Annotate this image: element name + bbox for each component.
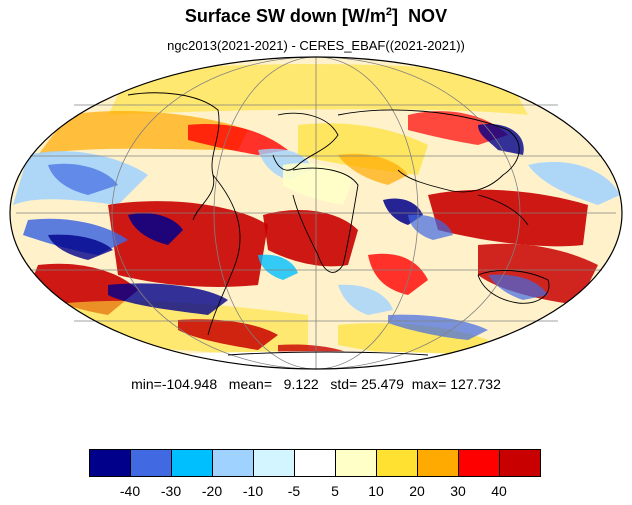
colorbar-swatch-2: [171, 449, 213, 477]
plot-subtitle: ngc2013(2021-2021) - CERES_EBAF((2021-20…: [167, 38, 465, 53]
colorbar-swatch-0: [89, 449, 131, 477]
title-month: NOV: [408, 6, 448, 26]
globe-outline: [9, 56, 623, 370]
colorbar-swatch-1: [130, 449, 172, 477]
colorbar-label: 10: [368, 483, 384, 499]
colorbar-label: -30: [160, 483, 182, 499]
title-bracket: ]: [392, 6, 399, 26]
colorbar-swatch-6: [335, 449, 377, 477]
colorbar: [89, 449, 541, 477]
max-value: 127.732: [450, 376, 501, 392]
mean-value: 9.122: [283, 376, 319, 392]
colorbar-swatch-3: [212, 449, 254, 477]
std-label: std=: [330, 376, 358, 392]
colorbar-labels: -40 -30 -20 -10 -5 5 10 20 30 40: [0, 483, 632, 503]
std-value: 25.479: [361, 376, 404, 392]
colorbar-label: -5: [287, 483, 301, 499]
statistics-line: min=-104.948 mean= 9.122 std= 25.479 max…: [0, 376, 632, 392]
colorbar-swatch-5: [294, 449, 336, 477]
colorbar-swatch-4: [253, 449, 295, 477]
colorbar-label: -20: [201, 483, 223, 499]
colorbar-label: 30: [450, 483, 466, 499]
colorbar-swatch-9: [458, 449, 500, 477]
colorbar-label: 40: [491, 483, 507, 499]
colorbar-swatch-10: [499, 449, 541, 477]
title-text: Surface SW down [W/m: [184, 6, 386, 26]
coastlines: [127, 92, 550, 356]
colorbar-swatch-8: [417, 449, 459, 477]
max-label: max=: [411, 376, 447, 392]
colorbar-label: 5: [331, 483, 339, 499]
title-superscript: 2: [385, 6, 393, 18]
min-label: min=: [131, 376, 162, 392]
plot-title: Surface SW down [W/m2] NOV: [0, 6, 632, 27]
colorbar-label: -40: [119, 483, 141, 499]
min-value: -104.948: [161, 376, 218, 392]
mean-label: mean=: [228, 376, 272, 392]
colorbar-label: 20: [409, 483, 425, 499]
colorbar-swatch-7: [376, 449, 418, 477]
difference-map: [9, 56, 623, 370]
colorbar-label: -10: [242, 483, 264, 499]
